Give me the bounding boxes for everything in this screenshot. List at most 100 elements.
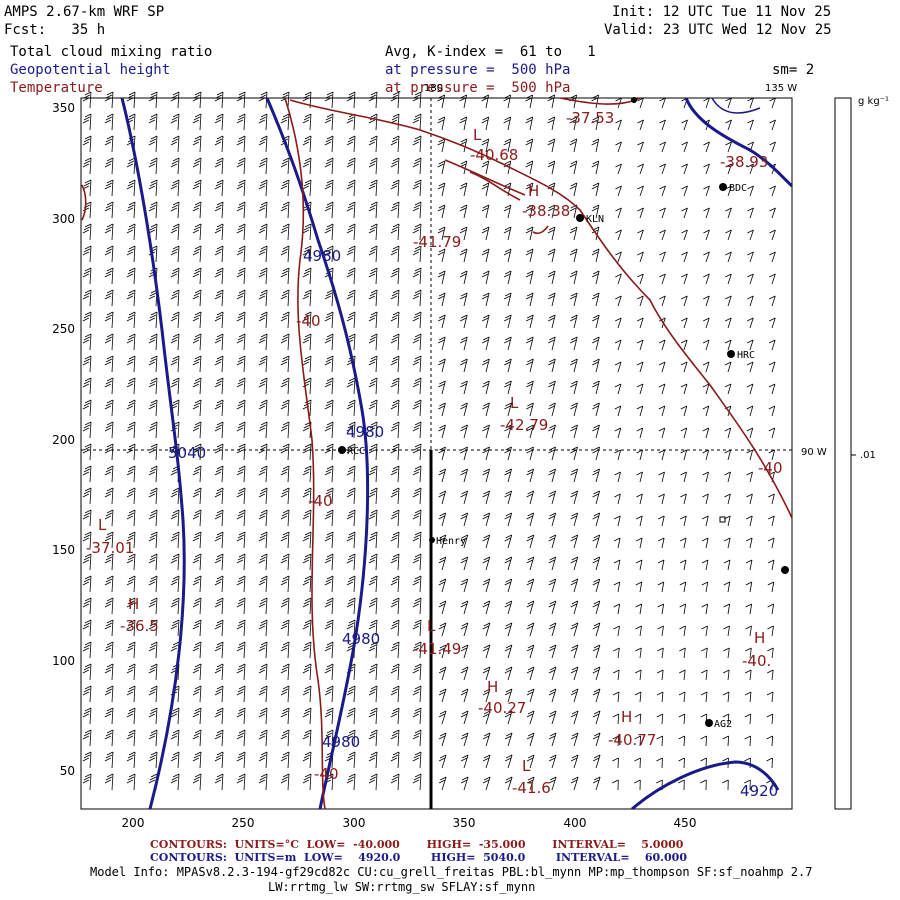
wind-barb-flag: [549, 358, 556, 363]
wind-barb-flag: [216, 201, 224, 206]
footer-height-contours: CONTOURS: UNITS=m LOW= 4920.0 HIGH= 5040…: [150, 851, 687, 864]
wind-barb-flag: [258, 229, 266, 234]
wind-barb-flag: [592, 292, 600, 297]
wind-barb-flag: [170, 713, 178, 718]
wind-barb-flag: [236, 119, 244, 124]
wind-barb-flag: [216, 707, 224, 712]
wind-barb-staff: [595, 358, 600, 373]
wind-barb-flag: [326, 289, 334, 294]
wind-barb-flag: [83, 534, 91, 539]
wind-barb-staff: [683, 207, 688, 219]
wind-barb-flag: [238, 223, 246, 228]
wind-barb-flag: [148, 163, 156, 168]
wind-barb-flag: [127, 116, 135, 121]
wind-barb-flag: [636, 339, 644, 344]
wind-barb-staff: [661, 493, 665, 505]
wind-barb-flag: [236, 295, 244, 300]
wind-barb-flag: [548, 691, 556, 696]
wind-barb-flag: [106, 333, 114, 338]
wind-barb-staff: [529, 468, 534, 483]
wind-barb-flag: [680, 493, 687, 498]
wind-barb-flag: [390, 361, 398, 366]
wind-barb-staff: [221, 707, 224, 725]
wind-barb-flag: [325, 358, 333, 363]
wind-barb-staff: [419, 487, 422, 505]
wind-barb-flag: [459, 97, 466, 102]
wind-barb-flag: [548, 581, 555, 586]
wind-barb-flag: [104, 361, 112, 366]
wind-barb-flag: [281, 622, 289, 627]
wind-barb-staff: [419, 707, 422, 725]
wind-barb-flag: [703, 207, 710, 212]
wind-barb-flag: [148, 339, 156, 344]
wind-barb-flag: [637, 273, 644, 278]
wind-barb-staff: [617, 449, 622, 461]
wind-barb-staff: [155, 531, 158, 549]
wind-barb-staff: [133, 179, 136, 197]
wind-barb-flag: [438, 270, 446, 275]
wind-barb-flag: [703, 251, 710, 256]
wind-barb-flag: [280, 405, 288, 410]
wind-barb-flag: [483, 732, 491, 737]
wind-barb-flag: [390, 537, 398, 542]
wind-barb-flag: [282, 443, 290, 448]
wind-barb-staff: [573, 732, 579, 747]
wind-barb-staff: [749, 339, 754, 351]
wind-barb-staff: [705, 251, 710, 263]
wind-barb-flag: [238, 179, 246, 184]
wind-barb-flag: [504, 339, 511, 344]
wind-barb-staff: [375, 399, 378, 417]
wind-barb-flag: [82, 581, 90, 586]
wind-barb-staff: [771, 295, 776, 307]
wind-barb-flag: [171, 556, 179, 561]
wind-barb-flag: [104, 383, 112, 388]
center-value-1: -40.68: [470, 146, 518, 164]
wind-barb-flag: [391, 94, 399, 99]
wind-barb-flag: [391, 116, 399, 121]
center-letter-4: L: [98, 516, 107, 534]
wind-barb-flag: [237, 292, 245, 297]
wind-barb-flag: [172, 311, 180, 316]
wind-barb-flag: [348, 751, 356, 756]
wind-barb-staff: [463, 380, 468, 395]
wind-barb-staff: [507, 754, 513, 769]
wind-barb-staff: [749, 229, 754, 241]
wind-barb-staff: [771, 185, 776, 197]
wind-barb-flag: [104, 317, 112, 322]
wind-barb-flag: [391, 336, 399, 341]
wind-barb-staff: [463, 732, 469, 747]
wind-barb-staff: [419, 245, 422, 263]
wind-barb-flag: [150, 157, 158, 162]
wind-barb-staff: [397, 135, 400, 153]
wind-barb-staff: [661, 141, 666, 153]
wind-barb-flag: [505, 600, 513, 605]
wind-barb-staff: [89, 223, 92, 241]
wind-barb-flag: [412, 361, 420, 366]
wind-barb-flag: [346, 405, 354, 410]
wind-barb-flag: [391, 138, 399, 143]
wind-barb-staff: [111, 333, 114, 351]
wind-barb-flag: [82, 713, 90, 718]
wind-barb-flag: [657, 625, 664, 630]
wind-barb-flag: [724, 383, 732, 388]
wind-barb-flag: [593, 622, 601, 627]
wind-barb-flag: [260, 421, 268, 426]
wind-barb-staff: [199, 245, 202, 263]
wind-barb-flag: [747, 317, 754, 322]
wind-barb-flag: [237, 270, 245, 275]
wind-barb-flag: [149, 424, 157, 429]
wind-barb-staff: [243, 399, 246, 417]
wind-barb-flag: [236, 339, 244, 344]
wind-barb-staff: [375, 289, 378, 307]
wind-barb-staff: [727, 207, 732, 219]
wind-barb-staff: [221, 289, 224, 307]
wind-barb-flag: [744, 735, 751, 740]
wind-barb-flag: [281, 644, 289, 649]
wind-barb-flag: [105, 248, 113, 253]
wind-barb-flag: [747, 163, 754, 168]
wind-barb-flag: [526, 647, 534, 652]
wind-barb-staff: [177, 531, 180, 549]
wind-barb-flag: [547, 317, 555, 322]
wind-barb-staff: [441, 710, 447, 725]
wind-barb-staff: [155, 443, 158, 461]
